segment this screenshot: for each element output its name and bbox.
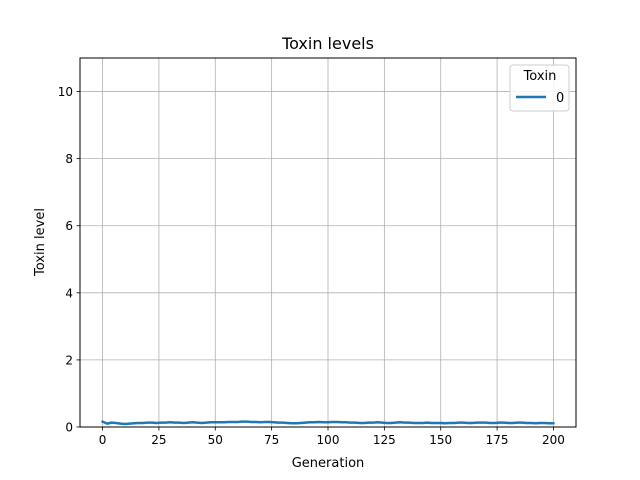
y-axis: 0 2 4 6 8 10 bbox=[58, 85, 80, 435]
x-tick-label: 200 bbox=[542, 433, 565, 447]
series-line bbox=[101, 420, 555, 426]
y-tick-label: 8 bbox=[65, 152, 73, 166]
legend-entry-label: 0 bbox=[556, 91, 564, 106]
legend: Toxin 0 bbox=[509, 64, 570, 112]
y-tick-label: 6 bbox=[65, 219, 73, 233]
x-axis: 0 25 50 75 100 125 150 175 200 bbox=[99, 427, 565, 447]
x-axis-label: Generation bbox=[292, 456, 365, 471]
legend-title: Toxin bbox=[523, 69, 557, 84]
y-tick-label: 0 bbox=[65, 421, 73, 435]
y-axis-label: Toxin level bbox=[33, 208, 48, 277]
x-tick-label: 50 bbox=[208, 433, 223, 447]
plot-lines bbox=[101, 420, 555, 426]
legend-box bbox=[509, 64, 570, 112]
x-tick-label: 0 bbox=[99, 433, 107, 447]
x-tick-label: 125 bbox=[373, 433, 396, 447]
y-tick-label: 4 bbox=[65, 286, 73, 300]
x-tick-label: 25 bbox=[151, 433, 166, 447]
x-tick-label: 150 bbox=[429, 433, 452, 447]
x-tick-label: 175 bbox=[486, 433, 509, 447]
x-tick-label: 75 bbox=[264, 433, 279, 447]
y-tick-label: 2 bbox=[65, 353, 73, 367]
y-tick-label: 10 bbox=[58, 85, 73, 99]
chart-title: Toxin levels bbox=[281, 34, 374, 53]
x-tick-label: 100 bbox=[317, 433, 340, 447]
